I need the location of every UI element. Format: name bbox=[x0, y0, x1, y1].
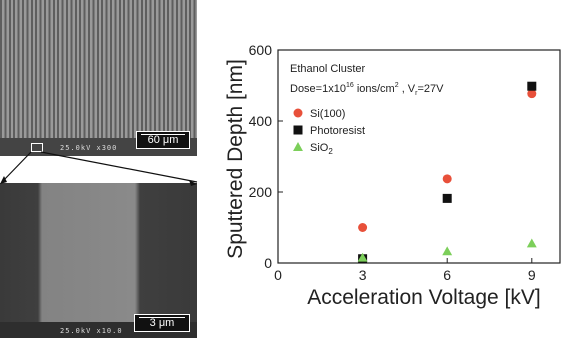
data-point-square bbox=[527, 81, 537, 91]
legend: Si(100) Photoresist SiO2 bbox=[293, 108, 365, 156]
legend-label: Photoresist bbox=[310, 125, 365, 137]
zoom-region-marker bbox=[31, 143, 43, 152]
annotation-title: Ethanol Cluster bbox=[290, 63, 366, 75]
x-tick-label: 3 bbox=[359, 267, 367, 283]
x-axis-title: Acceleration Voltage [kV] bbox=[307, 286, 540, 309]
sem-image-top: 25.0kV x300 60 μm bbox=[0, 0, 197, 156]
zoom-arrow-left bbox=[0, 176, 7, 184]
x-tick-label: 0 bbox=[274, 267, 282, 283]
data-point-circle bbox=[527, 89, 537, 99]
zoom-line-right bbox=[40, 151, 198, 183]
sem-info-text: 25.0kV x300 bbox=[60, 144, 118, 152]
x-tick-label: 9 bbox=[528, 267, 536, 283]
scale-bar-bottom: 3 μm bbox=[134, 314, 190, 332]
sem-info-text-bottom: 25.0kV x10.0 bbox=[60, 327, 123, 335]
y-tick-label: 600 bbox=[249, 42, 273, 58]
legend-label: SiO2 bbox=[310, 142, 333, 156]
scale-bar-bottom-label: 3 μm bbox=[149, 317, 175, 329]
zoom-line-left bbox=[1, 151, 32, 183]
data-point-circle bbox=[442, 174, 452, 184]
annotation-dose: Dose=1x1016 ions/cm2 , Vr=27V bbox=[290, 82, 444, 97]
data-point-circle bbox=[358, 223, 368, 232]
y-axis-title: Sputtered Depth [nm] bbox=[224, 59, 247, 259]
x-tick-label: 6 bbox=[443, 267, 451, 283]
y-tick-label: 200 bbox=[249, 184, 273, 200]
y-tick-label: 400 bbox=[249, 113, 273, 129]
zoom-arrow-right bbox=[189, 180, 197, 186]
sem-image-bottom: 25.0kV x10.0 3 μm bbox=[0, 183, 197, 338]
data-point-square bbox=[442, 193, 452, 203]
data-point-triangle bbox=[442, 246, 453, 256]
scatter-chart: 0 3 6 9 0 200 400 600 Acceleration Voltage [kV]… bbox=[224, 42, 561, 309]
y-tick-label: 0 bbox=[264, 255, 272, 271]
legend-label: Si(100) bbox=[310, 108, 345, 120]
data-point-triangle bbox=[357, 252, 368, 262]
data-point-triangle bbox=[526, 238, 537, 248]
plot-frame bbox=[277, 49, 561, 264]
scale-bar-top: 60 μm bbox=[136, 131, 190, 149]
legend-marker-circle bbox=[293, 108, 303, 118]
legend-marker-square bbox=[293, 125, 303, 135]
legend-marker-triangle bbox=[293, 142, 303, 151]
scale-bar-top-label: 60 μm bbox=[147, 134, 179, 146]
